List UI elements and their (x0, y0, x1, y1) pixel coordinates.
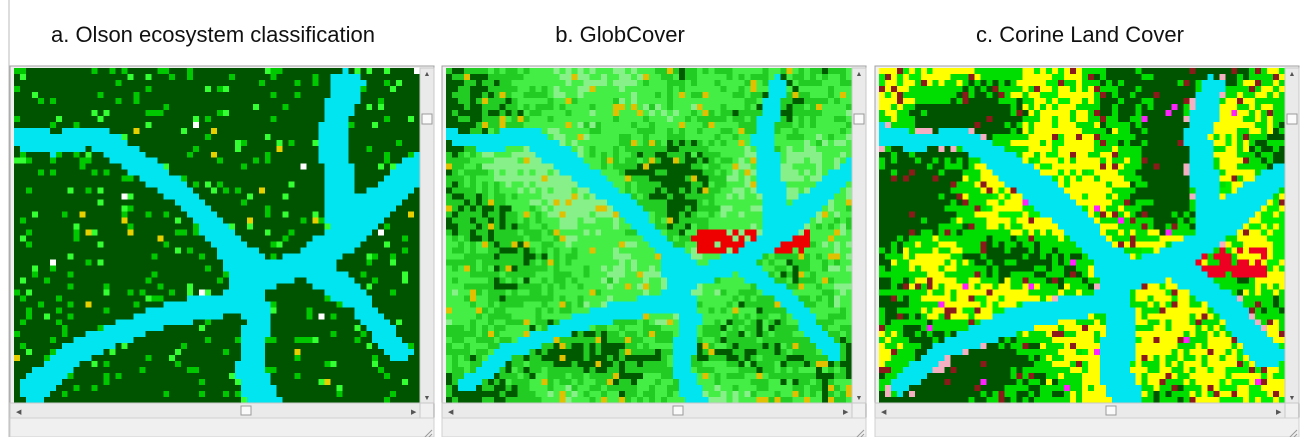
scroll-arrow[interactable]: ▶ (1276, 409, 1282, 416)
scroll-arrow[interactable]: ▶ (411, 409, 417, 416)
status-strip (875, 418, 1299, 437)
map-window: ▲ ▼ ◀ ▶ (875, 66, 1299, 437)
scroll-thumb[interactable] (854, 114, 864, 124)
horizontal-scrollbar[interactable] (10, 403, 420, 418)
scroll-arrow[interactable]: ◀ (16, 409, 22, 416)
scroll-arrow[interactable]: ▲ (424, 71, 431, 78)
scroll-thumb[interactable] (241, 406, 251, 415)
panel-title: c. Corine Land Cover (976, 22, 1184, 47)
scroll-arrow[interactable]: ▼ (856, 395, 863, 402)
scroll-thumb[interactable] (673, 406, 683, 415)
scroll-thumb[interactable] (1106, 406, 1116, 415)
panels: ▲ ▼ ◀ ▶ ▲ ▼ ◀ ▶ ▲ ▼ ◀ ▶ (10, 66, 1299, 437)
horizontal-scrollbar[interactable] (442, 403, 852, 418)
panel-title: a. Olson ecosystem classification (51, 22, 375, 47)
scroll-arrow[interactable]: ◀ (448, 409, 454, 416)
scroll-arrow[interactable]: ▼ (1289, 395, 1296, 402)
panel-title: b. GlobCover (555, 22, 685, 47)
scroll-arrow[interactable]: ▲ (856, 71, 863, 78)
status-strip (10, 418, 434, 437)
scroll-arrow[interactable]: ◀ (881, 409, 887, 416)
map-window: ▲ ▼ ◀ ▶ (442, 66, 866, 437)
figure: a. Olson ecosystem classification b. Glo… (0, 0, 1308, 437)
map-window: ▲ ▼ ◀ ▶ (10, 66, 434, 437)
scroll-thumb[interactable] (1287, 114, 1297, 124)
horizontal-scrollbar[interactable] (875, 403, 1285, 418)
scroll-arrow[interactable]: ▼ (424, 395, 431, 402)
scroll-arrow[interactable]: ▲ (1289, 71, 1296, 78)
status-strip (442, 418, 866, 437)
scroll-thumb[interactable] (422, 114, 432, 124)
scroll-arrow[interactable]: ▶ (843, 409, 849, 416)
